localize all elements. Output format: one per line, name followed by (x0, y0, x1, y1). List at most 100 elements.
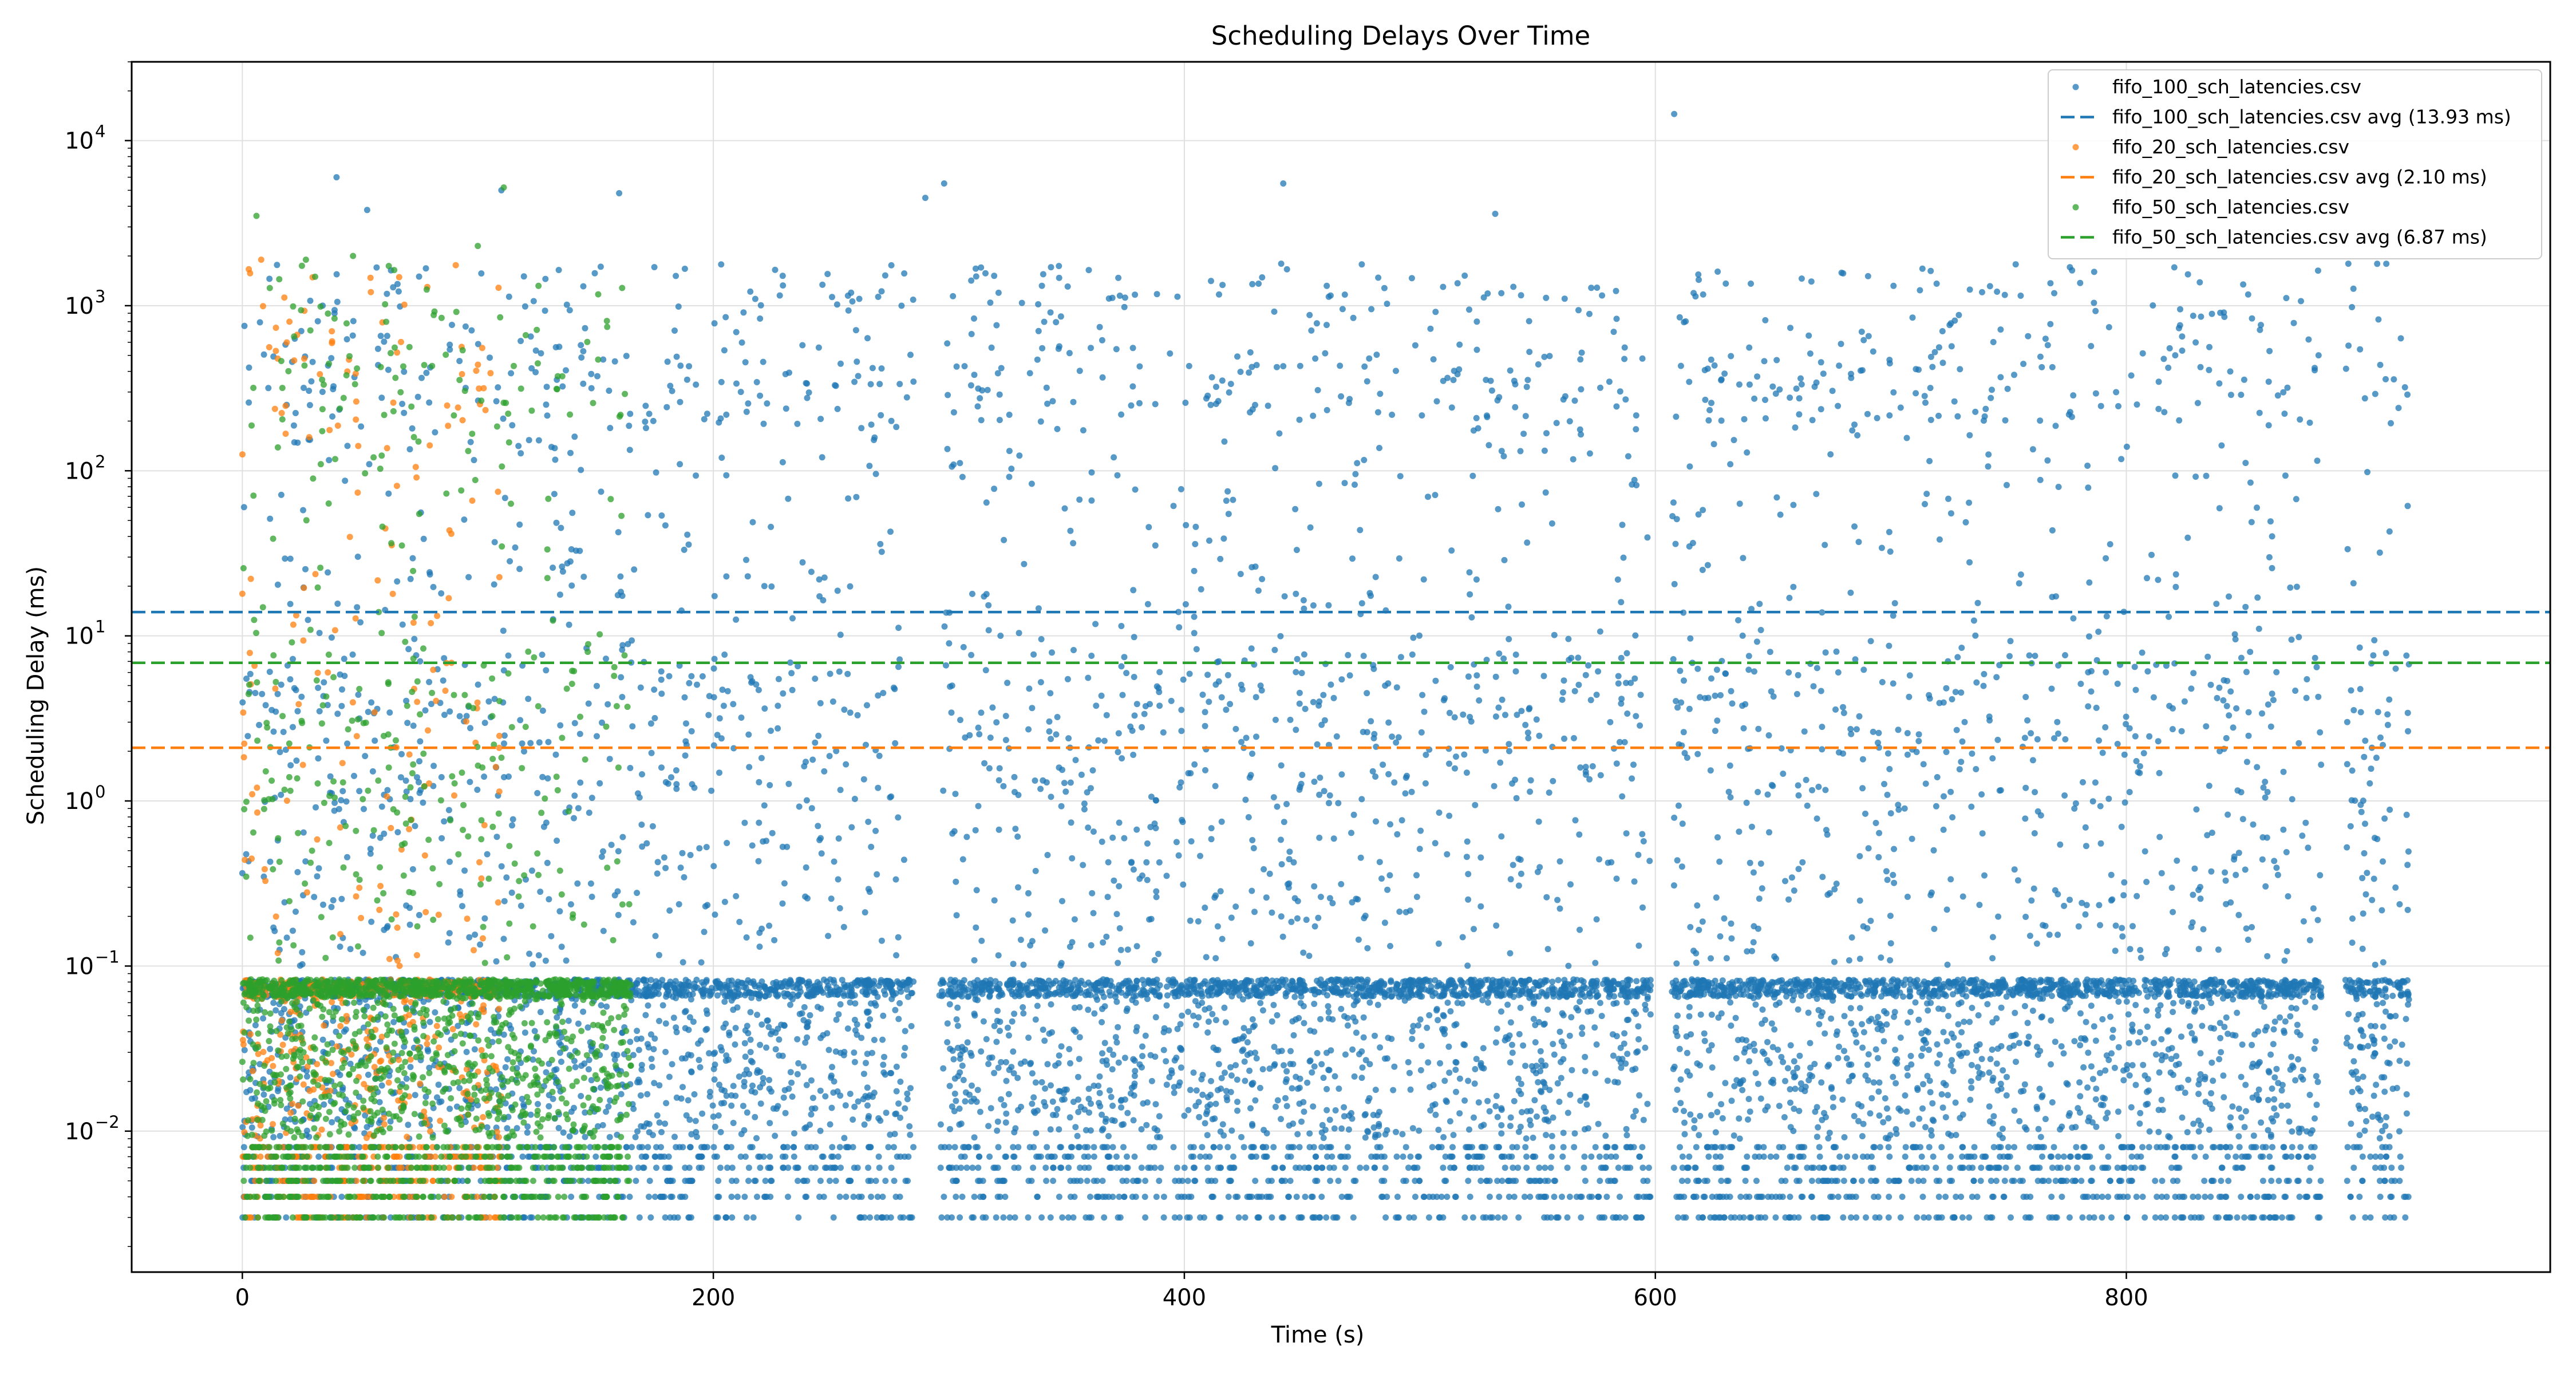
data-point (1436, 993, 1443, 1000)
data-point (1959, 1111, 1966, 1118)
data-point (1209, 1010, 1216, 1017)
data-point (1893, 1126, 1899, 1132)
data-point (1967, 1078, 1974, 1085)
data-point (2016, 1118, 2023, 1124)
data-point (2030, 982, 2037, 989)
data-point (772, 1046, 779, 1053)
data-point (2312, 1115, 2318, 1122)
data-point (2312, 1038, 2319, 1045)
data-point (1958, 1029, 1965, 1036)
data-point (1969, 1005, 1976, 1011)
data-point (2155, 1006, 2162, 1013)
data-point (2230, 996, 2237, 1003)
data-point (2384, 1059, 2391, 1066)
data-point (1103, 1115, 1109, 1122)
data-point (2387, 1043, 2393, 1050)
data-point (881, 1053, 887, 1060)
data-point (893, 1088, 900, 1095)
data-point (1139, 1053, 1146, 1060)
data-point (1415, 982, 1421, 989)
data-point (1075, 1073, 1081, 1080)
data-point (2255, 1028, 2262, 1035)
data-point (1362, 1134, 1369, 1141)
data-point (2208, 1090, 2215, 1097)
data-point (1338, 1125, 1345, 1132)
data-point (1149, 978, 1156, 985)
data-point (703, 1007, 710, 1014)
data-point (1238, 1134, 1244, 1140)
data-point (955, 1073, 962, 1080)
data-point (1238, 980, 1244, 986)
data-point (1289, 1085, 1295, 1092)
data-point (1904, 1072, 1911, 1079)
data-point (1560, 1130, 1567, 1136)
data-point (803, 980, 810, 986)
data-point (2012, 1032, 2019, 1039)
data-point (937, 980, 944, 987)
data-point (2115, 1108, 2121, 1115)
data-point (1432, 977, 1439, 984)
data-point (656, 1017, 662, 1024)
data-point (1156, 1113, 1163, 1120)
data-point (572, 1064, 579, 1071)
data-point (998, 1096, 1005, 1103)
data-point (1795, 1006, 1801, 1013)
data-point (425, 1048, 432, 1055)
data-point (1052, 989, 1059, 996)
data-point (1561, 989, 1568, 996)
data-point (721, 998, 728, 1005)
data-point (1076, 1034, 1083, 1041)
data-point (2282, 986, 2289, 992)
data-point (1791, 1058, 1797, 1065)
data-point (2111, 1064, 2118, 1071)
data-point (1152, 1053, 1159, 1060)
data-point (578, 1093, 584, 1099)
data-point (1517, 1004, 1524, 1011)
data-point (1026, 978, 1033, 985)
data-point (1177, 1021, 1184, 1028)
data-point (685, 1097, 692, 1104)
data-point (2037, 1134, 2044, 1140)
data-point (1677, 1076, 1684, 1083)
data-point (1151, 1125, 1158, 1132)
data-point (378, 1082, 385, 1089)
data-point (1326, 1067, 1333, 1073)
data-point (809, 992, 816, 999)
data-point (2151, 978, 2158, 985)
data-point (1106, 988, 1113, 995)
data-point (1556, 1028, 1563, 1035)
data-point (565, 1017, 572, 1024)
data-point (822, 1093, 829, 1100)
data-point (1224, 1097, 1231, 1104)
data-point (1251, 987, 1258, 993)
data-point (1512, 980, 1519, 987)
data-point (2011, 1107, 2018, 1114)
data-point (650, 1046, 657, 1053)
data-point (1633, 978, 1640, 985)
data-point (1234, 1076, 1240, 1083)
data-point (1208, 1077, 1214, 1084)
data-point (2095, 990, 2101, 997)
data-point (1377, 1044, 1384, 1051)
data-point (2383, 993, 2389, 1000)
data-point (1733, 1077, 1740, 1084)
data-point (2382, 985, 2389, 992)
data-point (1952, 1099, 1959, 1106)
data-point (2092, 1096, 2099, 1103)
data-point (1225, 989, 1232, 996)
data-point (2184, 1129, 2191, 1136)
data-point (2292, 1077, 2299, 1084)
data-point (2372, 993, 2379, 1000)
data-point (2295, 1056, 2302, 1063)
data-point (1272, 988, 1279, 994)
data-point (1696, 1132, 1702, 1139)
data-point (1691, 1125, 1698, 1131)
data-point (1849, 1072, 1856, 1079)
data-point (1131, 1083, 1137, 1089)
data-point (972, 996, 979, 1003)
data-point (651, 1035, 658, 1042)
data-point (730, 994, 737, 1001)
data-point (1984, 1001, 1991, 1008)
data-point (2258, 1119, 2265, 1126)
data-point (1950, 1034, 1957, 1041)
